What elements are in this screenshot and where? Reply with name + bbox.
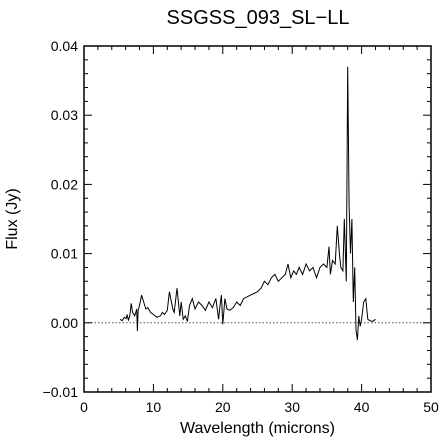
x-tick-label: 40 xyxy=(354,399,370,415)
x-tick-label: 0 xyxy=(80,399,88,415)
y-tick-label: −0.01 xyxy=(43,384,79,400)
x-tick-label: 20 xyxy=(215,399,231,415)
x-tick-label: 50 xyxy=(423,399,439,415)
y-tick-label: 0.03 xyxy=(51,107,78,123)
x-tick-label: 30 xyxy=(284,399,300,415)
flux-series-line xyxy=(119,66,376,341)
plot-frame xyxy=(83,45,432,393)
y-tick-label: 0.02 xyxy=(51,176,78,192)
y-tick-label: 0.01 xyxy=(51,246,78,262)
y-tick-label: 0.00 xyxy=(51,315,78,331)
x-axis-label: Wavelength (microns) xyxy=(180,420,335,437)
y-tick-label: 0.04 xyxy=(51,38,78,54)
y-axis-label: Flux (Jy) xyxy=(4,188,21,249)
x-tick-label: 10 xyxy=(146,399,162,415)
chart-title: SSGSS_093_SL−LL xyxy=(167,7,350,29)
axis-ticks: 0 10 20 30 40 50 −0.01 0.00 0.01 0.02 0.03 0.04 xyxy=(43,38,439,415)
